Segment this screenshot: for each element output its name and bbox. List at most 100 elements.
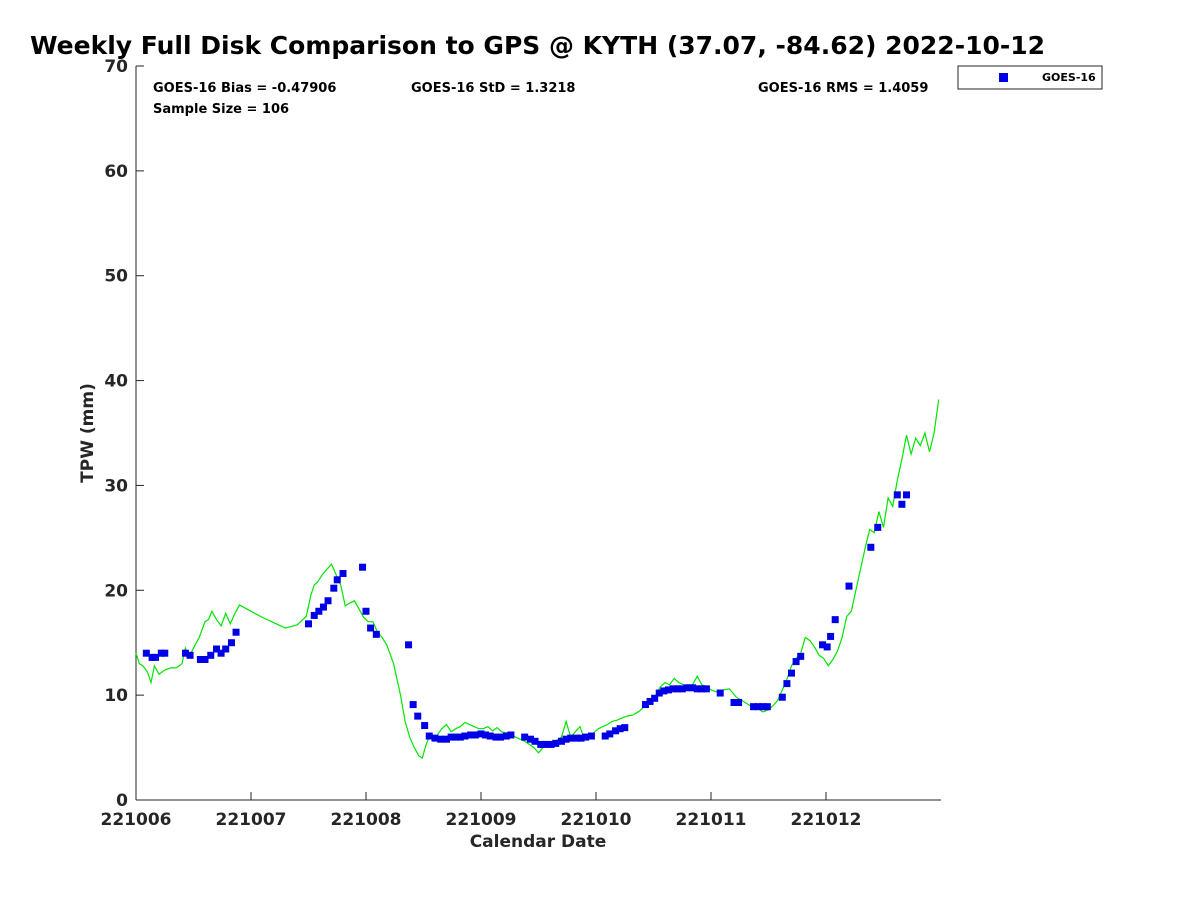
goes16-point [621, 724, 629, 732]
goes16-point [227, 639, 235, 647]
goes16-point [750, 703, 758, 711]
goes16-point [763, 703, 771, 711]
std-stat: GOES-16 StD = 1.3218 [411, 81, 575, 96]
rms-stat: GOES-16 RMS = 1.4059 [758, 81, 928, 96]
legend: GOES-16 [957, 65, 1103, 90]
goes16-point [152, 653, 160, 661]
goes16-point [186, 651, 194, 659]
goes16-point [759, 703, 767, 711]
goes16-point [310, 611, 318, 619]
goes16-point [526, 735, 534, 743]
goes16-point [333, 576, 341, 584]
y-tick-label: 70 [104, 57, 128, 77]
goes16-point [456, 733, 464, 741]
goes16-point [541, 740, 549, 748]
goes16-point [502, 732, 510, 740]
goes16-point [492, 733, 500, 741]
goes16-point [222, 645, 230, 653]
goes16-point [567, 734, 575, 742]
goes16-point [823, 643, 831, 651]
bias-stat: GOES-16 Bias = -0.47906 [153, 81, 336, 96]
goes16-point [683, 684, 691, 692]
goes16-point [783, 680, 791, 688]
goes16-point [305, 620, 312, 628]
gps-line [135, 399, 940, 760]
goes16-point [655, 689, 663, 697]
goes16-point [547, 740, 555, 748]
goes16-point [452, 733, 460, 741]
goes16-point [461, 732, 469, 740]
goes16-point [414, 712, 422, 720]
goes16-point [582, 733, 590, 741]
y-tick-label: 60 [104, 162, 128, 182]
goes16-point [698, 685, 706, 693]
goes16-point [537, 740, 545, 748]
goes16-point [702, 685, 710, 693]
goes16-point [232, 628, 240, 636]
goes16-point [678, 685, 686, 693]
goes16-point [641, 701, 649, 709]
goes16-point [669, 685, 677, 693]
goes16-point [142, 649, 150, 657]
goes16-point [367, 624, 375, 632]
goes16-point [893, 491, 901, 499]
goes16-point [587, 732, 595, 740]
y-tick-label: 0 [116, 791, 128, 811]
goes16-point [431, 734, 439, 742]
goes16-point [405, 641, 413, 649]
goes16-point [507, 731, 515, 739]
goes16-point [612, 727, 620, 735]
goes16-point [778, 693, 786, 701]
legend-label: GOES-16 [1042, 71, 1096, 84]
goes16-point [716, 689, 724, 697]
goes16-point [330, 584, 338, 592]
goes16-point [867, 543, 875, 551]
goes16-point [531, 737, 539, 745]
goes16-point [730, 698, 738, 706]
goes16-point [572, 734, 580, 742]
x-tick-label: 221012 [791, 810, 862, 830]
goes16-point [421, 722, 429, 730]
y-tick-label: 30 [104, 476, 128, 496]
y-tick-label: 40 [104, 372, 128, 392]
y-tick-label: 50 [104, 267, 128, 287]
goes16-point [562, 735, 570, 743]
goes16-point [664, 686, 672, 694]
goes16-point [898, 500, 906, 508]
x-axis-label: Calendar Date [470, 832, 607, 852]
goes16-point [754, 703, 762, 711]
x-tick-label: 221009 [446, 810, 517, 830]
goes16-point [577, 734, 585, 742]
goes16-point [601, 732, 609, 740]
goes16-point [425, 732, 433, 740]
x-tick-label: 221008 [331, 810, 402, 830]
goes16-point [689, 684, 697, 692]
x-tick-label: 221007 [216, 810, 287, 830]
goes16-point [201, 655, 209, 663]
goes16-point [735, 698, 743, 706]
x-tick-label: 221011 [676, 810, 747, 830]
series-layer [135, 399, 940, 760]
goes16-point [845, 582, 853, 590]
goes16-point [558, 737, 565, 745]
goes16-point [362, 607, 370, 615]
goes16-point [437, 735, 445, 743]
y-tick-label: 10 [104, 686, 128, 706]
goes16-point [486, 732, 494, 740]
x-tick-label: 221006 [101, 810, 172, 830]
goes16-point [339, 570, 347, 578]
goes16-point [161, 649, 169, 657]
goes16-point [319, 603, 327, 611]
goes16-point [471, 731, 479, 739]
goes16-point [651, 694, 659, 702]
chart-title: Weekly Full Disk Comparison to GPS @ KYT… [30, 31, 1045, 60]
goes16-point [467, 731, 475, 739]
goes16-point [693, 685, 701, 693]
goes16-point [903, 491, 910, 499]
goes16-point [324, 597, 332, 605]
legend-box [957, 65, 1103, 90]
goes16-point [315, 607, 323, 615]
goes16-point [521, 733, 529, 741]
goes16-point [552, 739, 560, 747]
goes16-point [616, 725, 624, 733]
